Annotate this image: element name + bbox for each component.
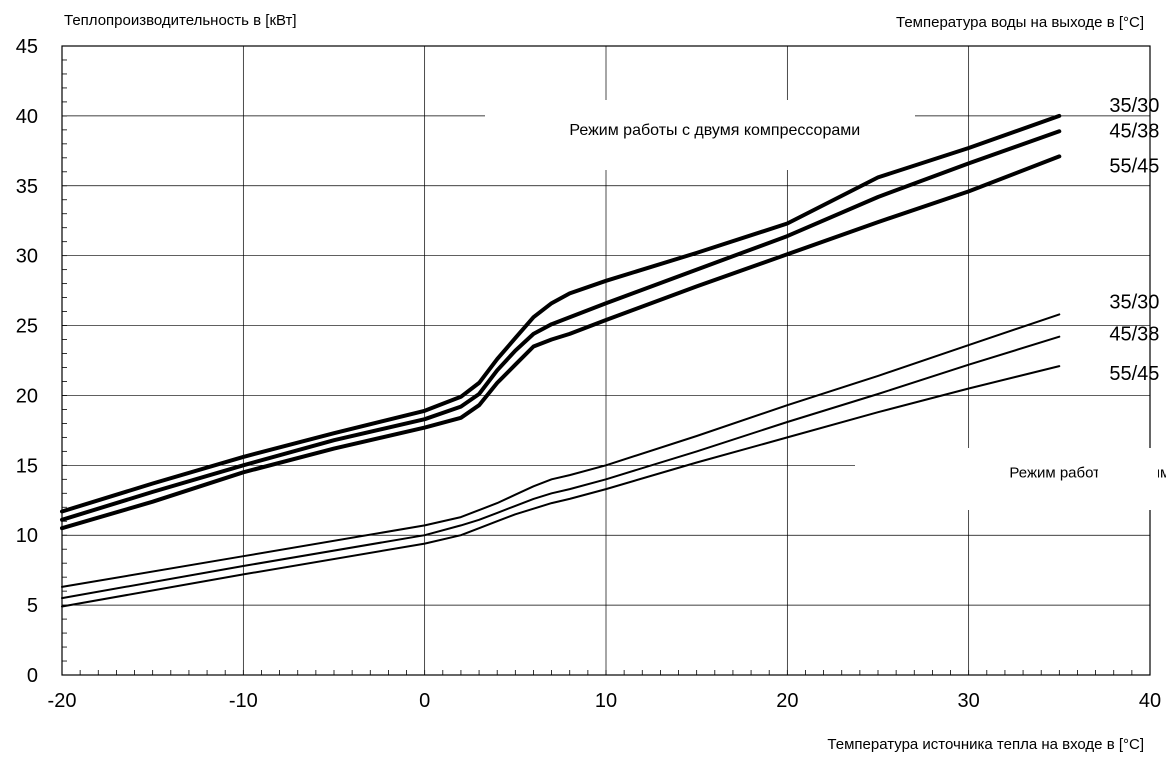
x-tick-label: 30 <box>958 690 980 712</box>
series-label: 55/45 <box>1109 363 1159 385</box>
y-tick-label: 0 <box>27 665 38 687</box>
x-tick-label: -10 <box>229 690 258 712</box>
series-label: 35/30 <box>1109 95 1159 117</box>
y-tick-label: 5 <box>27 595 38 617</box>
x-tick-label: 20 <box>776 690 798 712</box>
x-tick-label: -20 <box>48 690 77 712</box>
y-tick-label: 25 <box>16 316 38 338</box>
y-tick-label: 20 <box>16 385 38 407</box>
series-line <box>60 113 1062 514</box>
series-line <box>61 365 1061 608</box>
annotation-mask <box>485 100 915 170</box>
chart-annotation: Режим работы с двумя компрессорами <box>569 122 860 139</box>
legend-title: Температура воды на выходе в [°C] <box>896 14 1144 31</box>
y-tick-label: 10 <box>16 525 38 547</box>
y-tick-label: 15 <box>16 455 38 477</box>
series-line <box>60 154 1062 531</box>
x-tick-label: 40 <box>1139 690 1161 712</box>
y-tick-label: 40 <box>16 106 38 128</box>
x-axis-title: Температура источника тепла на входе в [… <box>827 736 1144 753</box>
series-label: 35/30 <box>1109 291 1159 313</box>
series-line <box>60 129 1062 522</box>
series-label: 45/38 <box>1109 120 1159 142</box>
y-tick-label: 30 <box>16 246 38 268</box>
y-axis-title: Теплопроизводительность в [кВт] <box>64 12 297 29</box>
series-line <box>61 313 1061 588</box>
plot-frame <box>61 45 1151 676</box>
annotation-mask <box>855 448 1100 510</box>
y-tick-label: 45 <box>16 36 38 58</box>
x-tick-label: 0 <box>419 690 430 712</box>
series-line <box>61 335 1061 600</box>
x-tick-label: 10 <box>595 690 617 712</box>
series-label: 55/45 <box>1109 155 1159 177</box>
series-label: 45/38 <box>1109 324 1159 346</box>
y-tick-label: 35 <box>16 176 38 198</box>
annotation-clip <box>1098 448 1158 510</box>
